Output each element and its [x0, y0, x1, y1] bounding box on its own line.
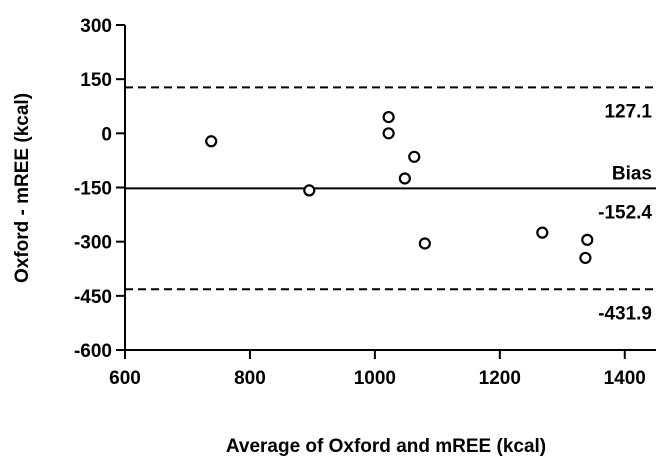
- reference-value-label: -152.4: [598, 202, 652, 223]
- data-point: [205, 135, 218, 148]
- reference-lines-group: 127.1 -152.4 Bias -431.9: [125, 86, 656, 324]
- y-tick-label: -600: [74, 341, 112, 362]
- data-point: [398, 172, 411, 185]
- y-tick-label: -300: [74, 233, 112, 254]
- data-point: [382, 127, 395, 140]
- y-tick-label: 300: [80, 16, 112, 37]
- reference-value-label: 127.1: [604, 101, 652, 122]
- y-tick-label: -450: [74, 287, 112, 308]
- y-tick-label: 150: [80, 70, 112, 91]
- data-point: [581, 233, 594, 246]
- data-point: [382, 110, 395, 124]
- x-axis-title: Average of Oxford and mREE (kcal): [226, 436, 546, 457]
- data-point: [579, 251, 592, 265]
- data-point: [303, 184, 316, 197]
- y-tick-label: 0: [101, 124, 112, 145]
- x-tick-label: 1000: [354, 368, 396, 389]
- bias-title-label: Bias: [612, 163, 652, 184]
- data-point: [408, 150, 421, 163]
- data-point: [418, 237, 431, 250]
- data-point: [536, 226, 549, 239]
- y-axis-title: Oxford - mREE (kcal): [12, 93, 33, 283]
- x-tick-label: 600: [109, 368, 141, 389]
- x-tick-label: 800: [234, 368, 266, 389]
- reference-value-label: -431.9: [598, 303, 652, 324]
- y-tick-label: -150: [74, 179, 112, 200]
- x-tick-label: 1200: [479, 368, 521, 389]
- axes-group: 300 150 0 -150 -300 -450 -600 600 800 1000 1200 140…: [74, 16, 656, 389]
- points-group: [205, 110, 594, 265]
- x-tick-label: 1400: [604, 368, 646, 389]
